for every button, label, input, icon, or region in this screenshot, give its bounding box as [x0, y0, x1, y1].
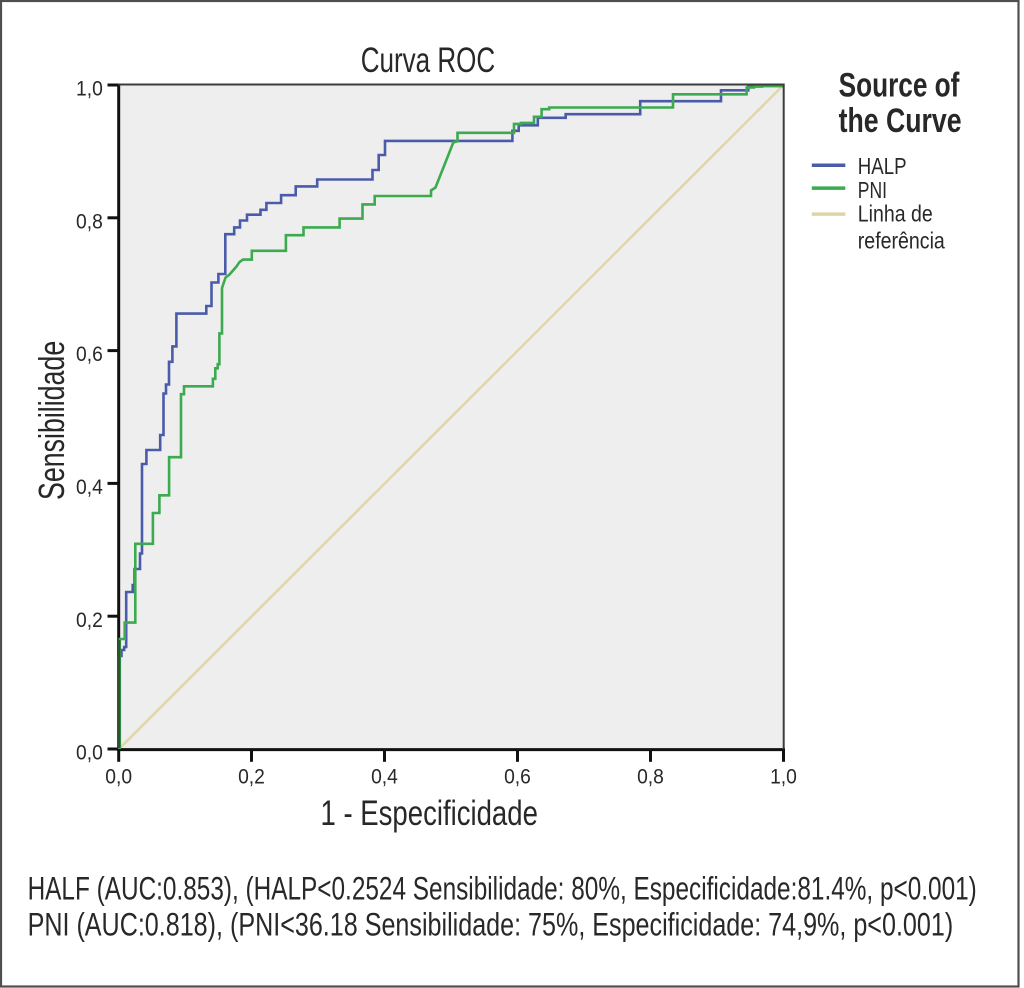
svg-text:1 - Especificidade: 1 - Especificidade: [321, 793, 538, 833]
svg-text:0,6: 0,6: [504, 765, 531, 788]
svg-text:0,4: 0,4: [76, 476, 103, 499]
svg-text:PNI (AUC:0.818), (PNI<36.18 Se: PNI (AUC:0.818), (PNI<36.18 Sensibilidad…: [28, 907, 954, 943]
svg-text:PNI: PNI: [858, 177, 887, 203]
svg-text:HALP: HALP: [858, 153, 907, 179]
svg-text:the Curve: the Curve: [839, 102, 962, 140]
svg-text:1,0: 1,0: [770, 765, 797, 788]
svg-text:Sensibilidade: Sensibilidade: [31, 341, 72, 500]
svg-text:0,2: 0,2: [76, 609, 103, 632]
svg-text:0,6: 0,6: [76, 343, 103, 366]
svg-text:Source of: Source of: [839, 66, 960, 104]
svg-text:0,8: 0,8: [637, 765, 664, 788]
svg-text:0,8: 0,8: [76, 210, 103, 233]
svg-text:Curva ROC: Curva ROC: [361, 41, 496, 80]
svg-text:0,0: 0,0: [76, 742, 103, 765]
svg-text:referência: referência: [858, 228, 945, 254]
svg-text:HALF (AUC:0.853), (HALP<0.2524: HALF (AUC:0.853), (HALP<0.2524 Sensibili…: [28, 871, 977, 907]
svg-text:0,4: 0,4: [371, 765, 398, 788]
svg-text:1,0: 1,0: [76, 78, 103, 101]
svg-text:0,2: 0,2: [238, 765, 265, 788]
svg-text:0,0: 0,0: [105, 765, 132, 788]
svg-text:Linha de: Linha de: [858, 201, 933, 227]
